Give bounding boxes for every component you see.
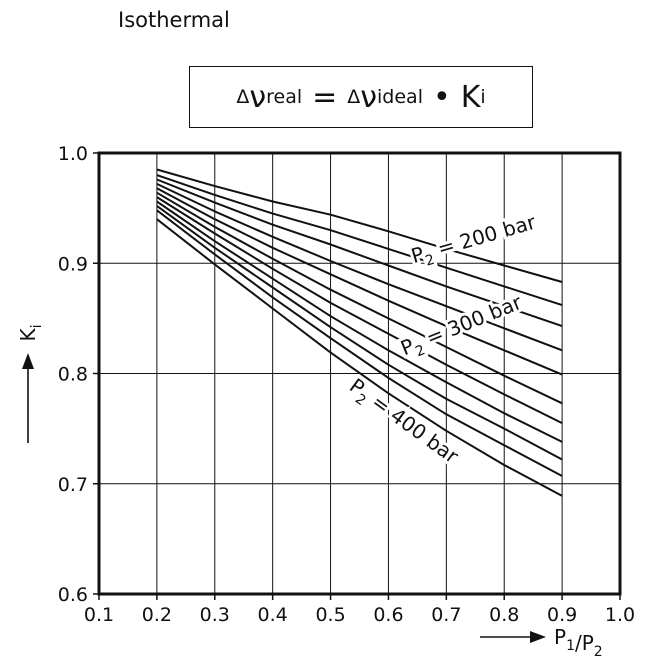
series-line-10: [156, 209, 563, 477]
series-line-7: [156, 196, 563, 424]
nu-symbol-2: ν: [360, 79, 378, 115]
chart-title: Isothermal: [118, 8, 230, 32]
series-line-1: [156, 168, 563, 283]
x-tick-label: 0.9: [547, 604, 577, 626]
series-line-3: [156, 178, 563, 328]
x-tick-label: 0.8: [489, 604, 519, 626]
series-annotation-3: P2 = 400 bar: [342, 370, 466, 472]
delta-symbol-2: Δ: [347, 86, 361, 108]
x-axis-label-text: P1/P2: [554, 625, 603, 660]
y-tick-label: 0.6: [58, 584, 88, 606]
series-line-9: [156, 205, 563, 461]
series-annotation-2: P2 = 300 bar: [394, 287, 529, 365]
x-tick-label: 0.2: [142, 604, 172, 626]
nu-symbol: ν: [249, 79, 267, 115]
x-tick-label: 0.5: [315, 604, 345, 626]
y-tick-label: 1.0: [58, 143, 88, 165]
k-symbol: K: [460, 79, 481, 115]
series-line-5: [156, 187, 563, 376]
equals-sign: =: [312, 79, 338, 115]
y-axis-label: Ki: [16, 324, 45, 443]
series-line-4: [156, 182, 563, 352]
x-tick-label: 0.4: [258, 604, 288, 626]
x-axis-arrow-head: [530, 631, 546, 643]
series-line-8: [156, 200, 563, 443]
multiply-dot: •: [432, 79, 451, 115]
x-tick-label: 1.0: [605, 604, 635, 626]
i-subscript: i: [480, 86, 486, 108]
ideal-subscript: ideal: [377, 86, 423, 108]
x-tick-label: 0.7: [431, 604, 461, 626]
y-tick-label: 0.9: [58, 253, 88, 275]
series-line-11: [156, 218, 563, 497]
real-subscript: real: [266, 86, 303, 108]
x-tick-label: 0.3: [200, 604, 230, 626]
y-tick-label: 0.8: [58, 364, 88, 386]
x-tick-label: 0.6: [373, 604, 403, 626]
series-line-6: [156, 191, 563, 405]
x-tick-label: 0.1: [84, 604, 114, 626]
y-tick-label: 0.7: [58, 474, 88, 496]
series-annotation-text: P2 = 400 bar: [342, 373, 463, 472]
series-line-2: [156, 174, 563, 307]
series-annotation-text: P2 = 300 bar: [397, 290, 527, 365]
y-axis-label-text: Ki: [16, 324, 45, 341]
y-axis-arrow-head: [22, 353, 34, 369]
delta-symbol: Δ: [236, 86, 250, 108]
